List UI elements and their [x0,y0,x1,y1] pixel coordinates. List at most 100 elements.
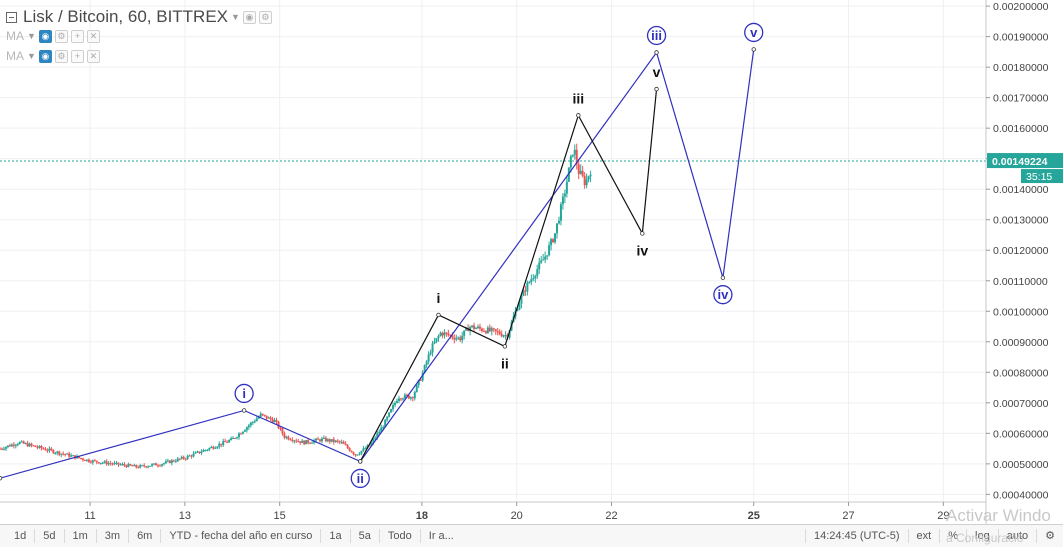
candle-body [370,442,373,446]
candle-body [475,328,478,330]
wave-label-text: v [653,64,661,80]
add-icon[interactable]: + [70,49,84,63]
range-5a[interactable]: 5a [351,529,380,543]
close-icon[interactable]: ✕ [86,29,100,43]
range-5d[interactable]: 5d [35,529,65,543]
collapse-legend-icon[interactable] [6,11,17,23]
candle-body [214,447,217,449]
eye-icon[interactable]: ◉ [38,29,52,43]
candle-body [12,444,15,446]
range-3m[interactable]: 3m [97,529,130,543]
candle-body [273,420,276,423]
range-all[interactable]: Todo [380,529,421,543]
candle-body [522,290,525,296]
candle-body [394,402,397,406]
candle-body [97,462,100,464]
candle-body [309,442,312,444]
time-axis[interactable]: 11 13 15 18 20 22 25 27 29 [0,501,986,522]
candle-body [344,443,347,446]
price-axis[interactable]: 0.00200000 0.00190000 0.00180000 0.00170000… [985,0,1063,524]
gear-icon[interactable]: ⚙ [54,29,68,43]
price-tick-label: 0.00190000 [993,32,1049,44]
candle-body [210,446,213,449]
price-tick-label: 0.00090000 [993,337,1049,349]
candle-body [317,438,320,440]
candle-body [356,454,359,456]
percent-scale-toggle[interactable]: % [940,529,968,543]
candle-body [93,460,96,462]
range-1d[interactable]: 1d [0,529,36,543]
candle-body [241,431,244,434]
gear-icon[interactable]: ⚙ [54,49,68,63]
candle-body [253,421,256,423]
candle-body [498,331,501,335]
candle-body [561,196,564,205]
candle-body [315,438,318,441]
candle-body [251,421,254,423]
candle-body [202,450,205,452]
candle-body [206,449,209,451]
candle-body [176,458,179,462]
candle-body [457,337,460,339]
range-6m[interactable]: 6m [129,529,162,543]
settings-icon[interactable]: ⚙ [258,10,272,24]
log-scale-toggle[interactable]: log [967,529,999,543]
candle-body [439,332,442,336]
candle-body [243,430,246,432]
candle-body [465,327,468,331]
price-tick-label: 0.00060000 [993,428,1049,440]
candle-body [301,440,304,443]
goto-date-button[interactable]: Ir a... [428,530,454,542]
wave-label-text: i [242,386,246,401]
gear-icon[interactable]: ⚙ [1045,530,1055,542]
eye-icon[interactable]: ◉ [38,49,52,63]
time-tick-label: 22 [605,510,617,522]
extended-hours-toggle[interactable]: ext [909,529,941,543]
candle-body [484,331,487,334]
candle-body [81,458,84,460]
candle-body [336,440,339,442]
activation-watermark: Activar Windo [946,506,1051,525]
add-icon[interactable]: + [70,29,84,43]
candle-body [565,181,568,194]
auto-scale-toggle[interactable]: auto [999,529,1038,543]
chevron-down-icon[interactable]: ▼ [27,51,36,61]
close-icon[interactable]: ✕ [86,49,100,63]
candle-body [524,290,527,292]
chart-grid [0,0,986,502]
candle-body [0,448,1,450]
candle-body [397,398,400,401]
chevron-down-icon[interactable]: ▼ [231,12,240,22]
candle-body [255,418,258,422]
range-1a[interactable]: 1a [321,529,351,543]
candle-body [417,380,420,386]
candle-body [496,331,499,333]
visibility-icon[interactable]: ◉ [242,10,256,24]
candle-body [16,444,19,446]
candle-body [360,450,363,454]
wave-label-text: ii [357,471,364,486]
candle-body [330,439,333,442]
candle-body [352,452,355,455]
candle-body [115,462,118,464]
activation-watermark-sub: a Configuració [946,531,1024,545]
candle-body [358,453,361,455]
candle-body [318,439,321,442]
candle-body [451,335,454,338]
candle-body [459,337,462,341]
candle-body [374,437,377,440]
candle-body [534,275,537,279]
candle-body [62,453,65,455]
candle-body [178,458,181,460]
candle-body [528,282,531,284]
price-tick-label: 0.00050000 [993,459,1049,471]
range-ytd[interactable]: YTD - fecha del año en curso [161,529,322,543]
candle-body [421,372,424,381]
chevron-down-icon[interactable]: ▼ [27,31,36,41]
wave-label-text: v [750,25,758,40]
candle-body [583,176,586,186]
candle-body [83,459,86,461]
wave-label-circle [350,468,370,489]
range-1m[interactable]: 1m [65,529,97,543]
